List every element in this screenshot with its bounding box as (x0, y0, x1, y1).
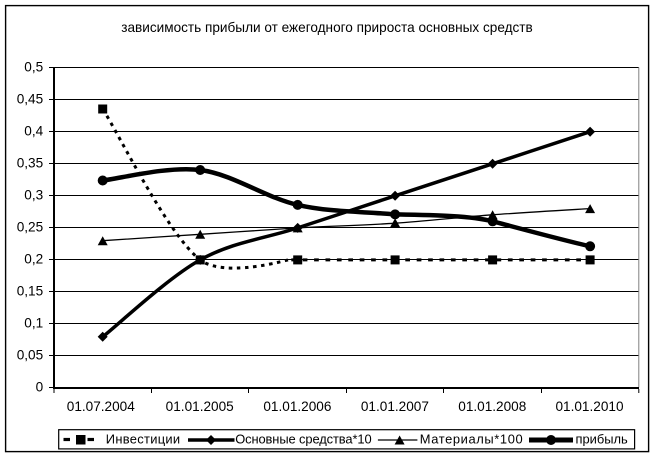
svg-text:0,5: 0,5 (24, 59, 43, 74)
svg-text:01.07.2004: 01.07.2004 (67, 399, 135, 414)
svg-text:Материалы*100: Материалы*100 (420, 431, 524, 446)
svg-text:01.01.2005: 01.01.2005 (166, 399, 234, 414)
svg-text:0,05: 0,05 (17, 347, 43, 362)
svg-text:01.01.2010: 01.01.2010 (555, 399, 623, 414)
svg-text:01.01.2006: 01.01.2006 (263, 399, 331, 414)
svg-text:0,25: 0,25 (17, 219, 43, 234)
svg-text:прибыль: прибыль (576, 431, 629, 446)
svg-text:Инвестиции: Инвестиции (106, 431, 181, 446)
svg-text:0,4: 0,4 (24, 123, 43, 138)
svg-text:0,1: 0,1 (24, 315, 43, 330)
svg-text:01.01.2007: 01.01.2007 (361, 399, 429, 414)
svg-text:зависимость прибыли от ежегодн: зависимость прибыли от ежегодного прирос… (121, 20, 533, 35)
svg-text:0,35: 0,35 (17, 155, 43, 170)
svg-text:0,15: 0,15 (17, 283, 43, 298)
svg-text:0,2: 0,2 (24, 251, 43, 266)
svg-text:01.01.2008: 01.01.2008 (458, 399, 526, 414)
svg-text:0,45: 0,45 (17, 91, 43, 106)
svg-text:Основные средства*10: Основные средства*10 (235, 431, 371, 446)
svg-text:0: 0 (36, 379, 44, 394)
svg-text:0,3: 0,3 (24, 187, 43, 202)
